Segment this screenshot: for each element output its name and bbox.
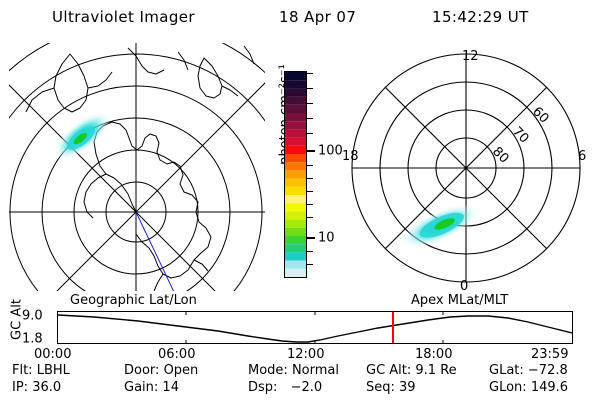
gc-alt-tick-low: 1.8 (22, 331, 43, 347)
colorbar-tick (307, 103, 313, 104)
time-tick-0600: 06:00 (158, 347, 196, 362)
colorbar-gradient (284, 71, 307, 278)
colorbar-bands (285, 72, 306, 277)
status-mode-label: Mode: (248, 363, 288, 378)
interior-axis-ticks (185, 312, 444, 343)
status-bar: Flt: LBHL IP: 36.0 Door: Open Gain: 14 M… (0, 363, 600, 400)
time-tick-2359: 23:59 (531, 347, 569, 362)
colorbar-tick (307, 133, 313, 134)
status-seq: Seq: 39 (366, 380, 416, 395)
observation-time: 15:42:29 UT (432, 8, 529, 26)
header: Ultraviolet Imager 18 Apr 07 15:42:29 UT (0, 6, 600, 32)
mlt-label-12: 12 (462, 49, 479, 64)
status-seq-value: 39 (399, 380, 416, 395)
aurora-emission-patch (401, 204, 479, 248)
observation-date: 18 Apr 07 (279, 8, 357, 26)
status-glon-label: GLon: (489, 380, 527, 395)
status-door: Door: Open (124, 363, 198, 378)
status-glat-label: GLat: (489, 363, 524, 378)
status-gain-label: Gain: (124, 380, 159, 395)
status-gc-alt: GC Alt: 9.1 Re (366, 363, 457, 378)
colorbar-label-100: 100 (318, 143, 343, 159)
status-dsp-label: Dsp: (248, 380, 278, 395)
status-seq-label: Seq: (366, 380, 395, 395)
mlat-label-70: 70 (509, 124, 531, 146)
time-tick-1800: 18:00 (415, 347, 453, 362)
status-filter: Flt: LBHL (12, 363, 70, 378)
colorbar-tick (307, 178, 313, 179)
aurora-emission-patch (53, 112, 111, 160)
status-gain-value: 14 (162, 380, 179, 395)
mlat-label-60: 60 (529, 104, 551, 126)
status-ip-label: IP: (12, 380, 29, 395)
orbit-altitude-panel: GC Alt 9.0 1.8 00:00 06:00 1 (0, 299, 600, 362)
status-dsp-value: −2.0 (290, 380, 323, 395)
colorbar-tick-major (307, 150, 315, 152)
colorbar-tick (307, 191, 313, 192)
apex-panel-caption: Apex MLat/MLT (411, 293, 509, 308)
status-filter-value: LBHL (36, 363, 70, 378)
time-tick-1200: 12:00 (287, 347, 325, 362)
status-glat-value: −72.8 (527, 363, 568, 378)
geographic-polar-plot (8, 42, 266, 292)
status-ip-value: 36.0 (32, 380, 62, 395)
status-door-value: Open (163, 363, 199, 378)
colorbar-group: photon cm⁻²s⁻¹ (262, 55, 343, 295)
geographic-panel-caption: Geographic Lat/Lon (70, 293, 197, 308)
colorbar-tick-major (307, 237, 315, 239)
apex-plot-svg: 12 18 6 0 60 70 80 (342, 49, 586, 294)
meridian-grid-lines (9, 43, 265, 291)
mlt-label-18: 18 (342, 149, 359, 164)
antarctica-coastline (83, 121, 212, 291)
apex-mlat-mlt-plot: 12 18 6 0 60 70 80 (340, 42, 592, 294)
spacecraft-track (135, 211, 175, 291)
status-mode: Mode: Normal (248, 363, 339, 378)
status-door-label: Door: (124, 363, 160, 378)
southern-landmass-coastlines (25, 45, 255, 113)
colorbar-label-10: 10 (318, 230, 335, 246)
time-tick-0000: 00:00 (34, 347, 72, 362)
current-time-marker (392, 312, 394, 343)
mlt-spokes (352, 54, 580, 282)
colorbar-tick (307, 251, 313, 252)
status-dsp: Dsp: −2.0 (248, 380, 322, 395)
geographic-plot-svg (9, 43, 265, 291)
colorbar-tick (307, 165, 313, 166)
latitude-grid-circles (9, 43, 265, 291)
altitude-trace (57, 314, 573, 343)
status-mode-value: Normal (291, 363, 339, 378)
status-filter-label: Flt: (12, 363, 33, 378)
altitude-plot-box (57, 311, 573, 344)
status-ip: IP: 36.0 (12, 380, 61, 395)
colorbar-swatches (285, 72, 306, 277)
status-glat: GLat: −72.8 (489, 363, 568, 378)
instrument-title: Ultraviolet Imager (52, 8, 195, 26)
colorbar-tick (307, 88, 313, 89)
colorbar-tick (307, 73, 313, 74)
gc-alt-tick-high: 9.0 (22, 308, 43, 324)
status-gain: Gain: 14 (124, 380, 179, 395)
status-gc-alt-label: GC Alt: (366, 363, 412, 378)
colorbar-tick (307, 264, 313, 265)
mlat-label-80: 80 (489, 144, 511, 166)
status-gc-alt-value: 9.1 Re (415, 363, 457, 378)
status-glon: GLon: 149.6 (489, 380, 568, 395)
colorbar-tick (307, 204, 313, 205)
altitude-trace-svg (57, 312, 573, 343)
geographic-plot-content (9, 43, 265, 291)
mlt-label-0: 0 (460, 279, 468, 294)
colorbar-tick (307, 217, 313, 218)
status-glon-value: 149.6 (530, 380, 569, 395)
mlt-label-6: 6 (578, 149, 586, 164)
colorbar-tick (307, 118, 313, 119)
